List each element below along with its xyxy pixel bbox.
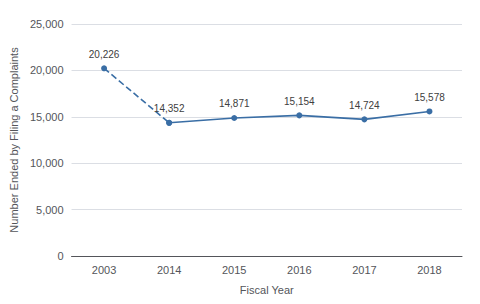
svg-text:15,000: 15,000 — [30, 111, 64, 123]
svg-text:15,154: 15,154 — [284, 96, 315, 107]
svg-text:25,000: 25,000 — [30, 18, 64, 30]
svg-text:14,724: 14,724 — [349, 100, 380, 111]
svg-text:14,352: 14,352 — [154, 103, 185, 114]
svg-text:10,000: 10,000 — [30, 157, 64, 169]
svg-text:Number Ended by Filing a Compl: Number Ended by Filing a Complaints — [8, 47, 20, 233]
svg-text:2015: 2015 — [222, 264, 246, 276]
svg-text:5,000: 5,000 — [36, 204, 64, 216]
svg-text:14,871: 14,871 — [219, 98, 250, 109]
svg-text:20,000: 20,000 — [30, 64, 64, 76]
svg-text:2003: 2003 — [92, 264, 116, 276]
svg-text:Fiscal Year: Fiscal Year — [240, 284, 294, 296]
svg-text:2016: 2016 — [287, 264, 311, 276]
svg-text:2018: 2018 — [417, 264, 441, 276]
svg-text:2017: 2017 — [352, 264, 376, 276]
svg-text:15,578: 15,578 — [414, 92, 445, 103]
svg-text:20,226: 20,226 — [89, 49, 120, 60]
svg-text:0: 0 — [57, 250, 63, 262]
svg-text:2014: 2014 — [157, 264, 181, 276]
